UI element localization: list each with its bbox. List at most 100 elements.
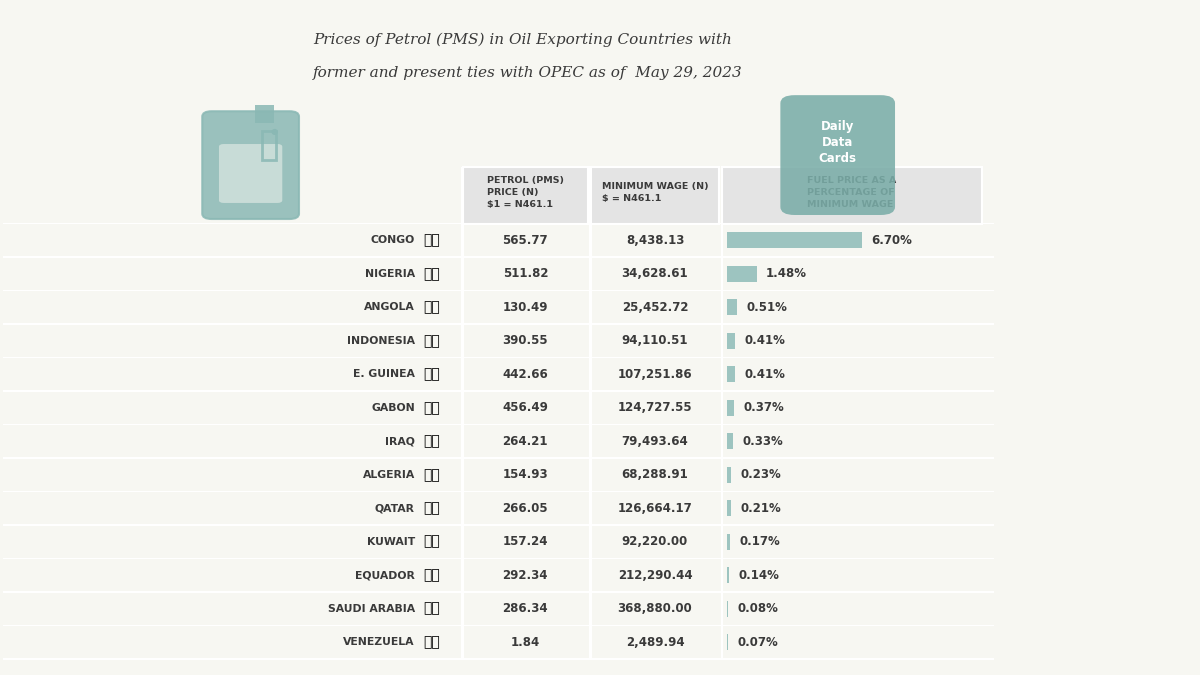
Bar bbox=[721, 167, 724, 659]
Bar bbox=[263, 131, 276, 160]
Text: 🇦🇴: 🇦🇴 bbox=[424, 300, 440, 315]
FancyBboxPatch shape bbox=[218, 144, 282, 203]
Bar bbox=[2, 290, 994, 292]
Text: 456.49: 456.49 bbox=[503, 402, 548, 414]
Text: 130.49: 130.49 bbox=[503, 301, 548, 314]
Bar bbox=[589, 167, 592, 659]
Text: 107,251.86: 107,251.86 bbox=[618, 368, 692, 381]
Bar bbox=[727, 232, 862, 248]
Text: 🇸🇦: 🇸🇦 bbox=[424, 601, 440, 616]
Text: 8,438.13: 8,438.13 bbox=[625, 234, 684, 247]
Text: 442.66: 442.66 bbox=[503, 368, 548, 381]
Bar bbox=[2, 524, 994, 526]
Bar bbox=[254, 105, 274, 124]
Text: 94,110.51: 94,110.51 bbox=[622, 334, 688, 348]
Text: 🇮🇩: 🇮🇩 bbox=[424, 334, 440, 348]
Text: 0.14%: 0.14% bbox=[739, 568, 780, 582]
Text: 264.21: 264.21 bbox=[503, 435, 548, 448]
Text: 368,880.00: 368,880.00 bbox=[618, 602, 692, 615]
Bar bbox=[727, 534, 730, 549]
Text: 0.51%: 0.51% bbox=[746, 301, 787, 314]
Text: GABON: GABON bbox=[371, 403, 415, 413]
Text: 79,493.64: 79,493.64 bbox=[622, 435, 689, 448]
Bar bbox=[727, 500, 731, 516]
Text: 390.55: 390.55 bbox=[503, 334, 548, 348]
Text: 124,727.55: 124,727.55 bbox=[618, 402, 692, 414]
Text: 92,220.00: 92,220.00 bbox=[622, 535, 688, 548]
Text: E. GUINEA: E. GUINEA bbox=[353, 369, 415, 379]
Text: 0.07%: 0.07% bbox=[738, 636, 779, 649]
Text: Daily
Data
Cards: Daily Data Cards bbox=[818, 120, 857, 165]
Text: Prices of Petrol (PMS) in Oil Exporting Countries with: Prices of Petrol (PMS) in Oil Exporting … bbox=[313, 33, 732, 47]
Bar bbox=[727, 333, 734, 349]
Text: former and present ties with OPEC as of  May 29, 2023: former and present ties with OPEC as of … bbox=[313, 66, 743, 80]
Bar bbox=[2, 390, 994, 392]
Text: 🇬🇦: 🇬🇦 bbox=[424, 401, 440, 415]
Text: 157.24: 157.24 bbox=[503, 535, 548, 548]
Text: 🇬🇶: 🇬🇶 bbox=[424, 367, 440, 381]
Text: 1.48%: 1.48% bbox=[766, 267, 808, 280]
Text: 🇩🇿: 🇩🇿 bbox=[424, 468, 440, 482]
Text: 511.82: 511.82 bbox=[503, 267, 548, 280]
Text: MINIMUM WAGE (N)
$ = N461.1: MINIMUM WAGE (N) $ = N461.1 bbox=[601, 182, 708, 203]
Text: 266.05: 266.05 bbox=[503, 502, 548, 515]
Text: CONGO: CONGO bbox=[371, 236, 415, 246]
Text: PETROL (PMS)
PRICE (N)
$1 = N461.1: PETROL (PMS) PRICE (N) $1 = N461.1 bbox=[487, 176, 564, 209]
Text: 212,290.44: 212,290.44 bbox=[618, 568, 692, 582]
Bar bbox=[727, 299, 737, 315]
Text: QATAR: QATAR bbox=[374, 503, 415, 513]
Text: 0.41%: 0.41% bbox=[744, 334, 785, 348]
Bar bbox=[2, 458, 994, 459]
Text: 565.77: 565.77 bbox=[503, 234, 548, 247]
Bar bbox=[2, 357, 994, 358]
Text: EQUADOR: EQUADOR bbox=[355, 570, 415, 580]
Bar bbox=[727, 367, 734, 382]
Text: IRAQ: IRAQ bbox=[385, 436, 415, 446]
Text: 0.23%: 0.23% bbox=[740, 468, 781, 481]
Text: 68,288.91: 68,288.91 bbox=[622, 468, 689, 481]
Bar bbox=[2, 591, 994, 593]
Text: 154.93: 154.93 bbox=[503, 468, 548, 481]
Bar bbox=[2, 624, 994, 626]
Text: 🇮🇶: 🇮🇶 bbox=[424, 434, 440, 448]
Bar bbox=[2, 491, 994, 492]
Text: 0.41%: 0.41% bbox=[744, 368, 785, 381]
Text: NIGERIA: NIGERIA bbox=[365, 269, 415, 279]
Text: 0.17%: 0.17% bbox=[739, 535, 780, 548]
Text: 6.70%: 6.70% bbox=[871, 234, 912, 247]
Text: 🇶🇦: 🇶🇦 bbox=[424, 502, 440, 515]
Bar bbox=[727, 433, 733, 450]
Text: 0.33%: 0.33% bbox=[743, 435, 784, 448]
Bar bbox=[2, 558, 994, 559]
Bar bbox=[727, 400, 734, 416]
Bar bbox=[2, 424, 994, 425]
Bar bbox=[463, 167, 588, 223]
Bar bbox=[462, 167, 464, 659]
FancyBboxPatch shape bbox=[780, 95, 895, 215]
Bar bbox=[727, 601, 728, 617]
Text: 1.84: 1.84 bbox=[511, 636, 540, 649]
Text: 286.34: 286.34 bbox=[503, 602, 548, 615]
Text: 🇳🇬: 🇳🇬 bbox=[424, 267, 440, 281]
Text: 🇻🇪: 🇻🇪 bbox=[424, 635, 440, 649]
Text: VENEZUELA: VENEZUELA bbox=[343, 637, 415, 647]
Text: 0.21%: 0.21% bbox=[740, 502, 781, 515]
Text: 126,664.17: 126,664.17 bbox=[618, 502, 692, 515]
Bar bbox=[590, 167, 720, 223]
Text: 🇪🇨: 🇪🇨 bbox=[424, 568, 440, 582]
Text: 2,489.94: 2,489.94 bbox=[625, 636, 684, 649]
Bar bbox=[2, 323, 994, 325]
Bar bbox=[722, 167, 983, 223]
Text: 34,628.61: 34,628.61 bbox=[622, 267, 689, 280]
Bar bbox=[727, 466, 731, 483]
Text: ANGOLA: ANGOLA bbox=[364, 302, 415, 313]
Bar bbox=[2, 256, 994, 258]
Bar bbox=[2, 223, 994, 224]
Bar bbox=[727, 567, 730, 583]
Text: FUEL PRICE AS A
PERCENTAGE OF
MINIMUM WAGE: FUEL PRICE AS A PERCENTAGE OF MINIMUM WA… bbox=[808, 176, 896, 209]
Text: KUWAIT: KUWAIT bbox=[367, 537, 415, 547]
Bar bbox=[727, 266, 756, 282]
Text: 🇨🇩: 🇨🇩 bbox=[424, 234, 440, 248]
FancyBboxPatch shape bbox=[203, 111, 299, 219]
Bar bbox=[2, 658, 994, 659]
